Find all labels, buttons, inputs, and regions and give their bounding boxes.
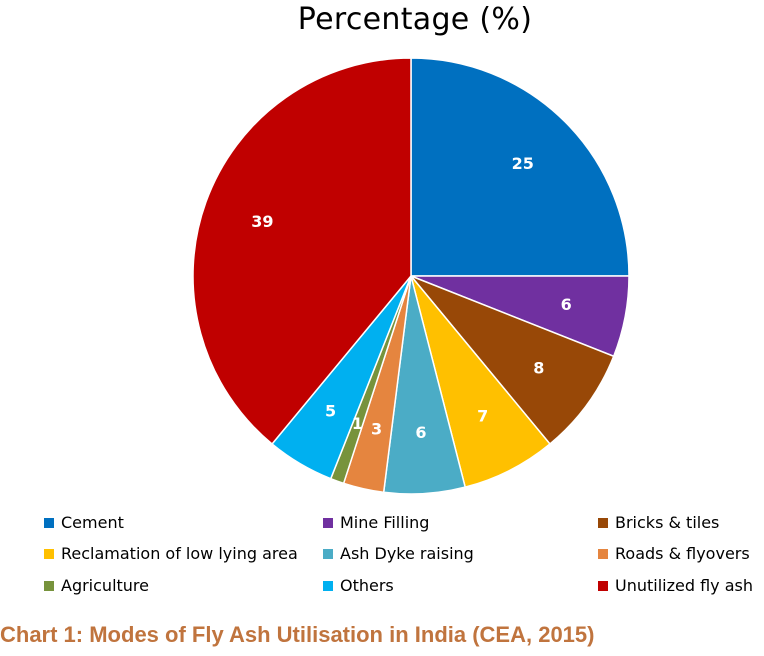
legend-item-roads-and-flyovers: Roads & flyovers: [598, 544, 750, 563]
legend-item-agriculture: Agriculture: [44, 576, 149, 595]
legend-swatch: [598, 548, 608, 559]
legend-item-bricks-and-tiles: Bricks & tiles: [598, 513, 719, 532]
legend-label: Cement: [61, 513, 124, 532]
legend-item-ash-dyke-raising: Ash Dyke raising: [323, 544, 474, 563]
data-label-unutilized-fly-ash: 39: [251, 212, 273, 231]
data-label-cement: 25: [512, 154, 534, 173]
pie-slice-bricks-and-tiles: [410, 275, 615, 446]
legend-item-others: Others: [323, 576, 394, 595]
data-label-mine-filling: 6: [561, 295, 572, 314]
legend-swatch: [598, 517, 608, 528]
legend-swatch: [44, 548, 54, 559]
legend-item-reclamation-of-low-lying-area: Reclamation of low lying area: [44, 544, 298, 563]
legend-label: Roads & flyovers: [615, 544, 750, 563]
legend-swatch: [44, 580, 54, 591]
legend-label: Bricks & tiles: [615, 513, 720, 532]
data-label-roads-and-flyovers: 3: [371, 420, 382, 439]
legend-item-unutilized-fly-ash: Unutilized fly ash: [598, 576, 753, 595]
legend-label: Ash Dyke raising: [340, 544, 474, 563]
legend-label: Agriculture: [61, 576, 149, 595]
legend-swatch: [44, 517, 54, 528]
legend-swatch: [323, 548, 333, 559]
legend: Cement Mine Filling Bricks & tiles Reclamat…: [44, 513, 753, 595]
legend-label: Others: [340, 576, 394, 595]
legend-swatch: [598, 580, 608, 591]
legend-swatch: [323, 580, 333, 591]
legend-item-cement: Cement: [44, 513, 124, 532]
legend-label: Unutilized fly ash: [615, 576, 753, 595]
data-label-others: 5: [325, 402, 336, 421]
pie-slice-unutilized-fly-ash: [192, 57, 412, 446]
legend-swatch: [323, 517, 333, 528]
pie-slice-cement: [410, 57, 630, 277]
data-label-reclamation-of-low-lying-area: 7: [477, 406, 488, 425]
legend-item-mine-filling: Mine Filling: [323, 513, 429, 532]
data-label-bricks-and-tiles: 8: [533, 358, 544, 377]
data-label-ash-dyke-raising: 6: [415, 423, 426, 442]
legend-label: Reclamation of low lying area: [61, 544, 298, 563]
pie-chart: 25 6 8 7 6 315 39: [192, 57, 630, 495]
chart-caption: Chart 1: Modes of Fly Ash Utilisation in…: [0, 622, 595, 647]
legend-label: Mine Filling: [340, 513, 430, 532]
chart-title: Percentage (%): [297, 2, 533, 37]
data-label-agriculture: 1: [352, 414, 363, 433]
